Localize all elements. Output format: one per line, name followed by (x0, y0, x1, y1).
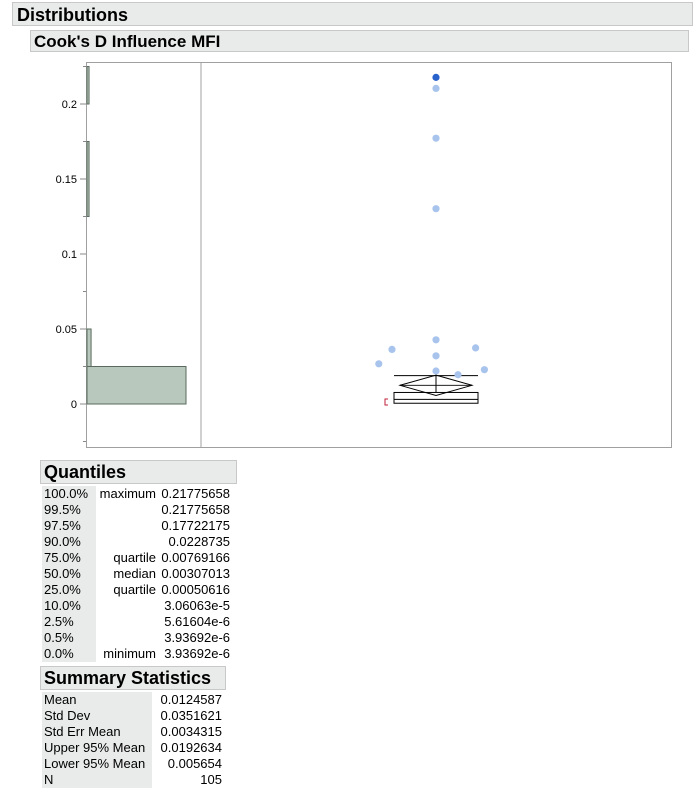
quantile-pct: 10.0% (42, 598, 96, 614)
histogram-bar (86, 366, 187, 405)
summary-label: Lower 95% Mean (42, 756, 152, 772)
quantile-value: 0.00769166 (161, 550, 230, 565)
quantile-row: 0.0% minimum 3.93692e-6 (42, 646, 230, 662)
quantile-row: 2.5% 5.61604e-6 (42, 614, 230, 630)
y-tick-label: 0 (71, 399, 77, 411)
y-tick-label: 0.2 (62, 99, 77, 111)
quantile-value: 0.00307013 (161, 566, 230, 581)
quantile-value: 0.00050616 (161, 582, 230, 597)
quantile-row: 10.0% 3.06063e-5 (42, 598, 230, 614)
data-point (480, 366, 488, 374)
quantile-value: 0.21775658 (161, 486, 230, 501)
quantile-value: 0.0228735 (168, 534, 230, 549)
data-point (432, 336, 440, 344)
summary-label: Std Dev (42, 708, 152, 724)
quantiles-table: 100.0% maximum 0.21775658 99.5% 0.21775658 97… (42, 486, 230, 662)
distributions-header[interactable]: Distributions (12, 2, 693, 26)
quantile-pct: 50.0% (42, 566, 96, 582)
summary-statistics-title: Summary Statistics (44, 668, 212, 688)
quantile-label (96, 534, 160, 550)
summary-value: 0.0034315 (160, 724, 222, 739)
quantile-value: 3.06063e-5 (164, 598, 230, 613)
summary-value: 105 (200, 772, 222, 787)
quantile-row: 90.0% 0.0228735 (42, 534, 230, 550)
quantile-pct: 97.5% (42, 518, 96, 534)
quantile-row: 97.5% 0.17722175 (42, 518, 230, 534)
summary-label: Upper 95% Mean (42, 740, 152, 756)
selected-data-point (432, 73, 440, 81)
quantile-row: 50.0% median 0.00307013 (42, 566, 230, 582)
data-point (375, 360, 383, 368)
quantile-label (96, 598, 160, 614)
quantile-pct: 100.0% (42, 486, 96, 502)
data-point (432, 367, 440, 375)
quantile-label (96, 502, 160, 518)
data-point (388, 345, 396, 353)
quantile-label: median (113, 566, 156, 581)
summary-label: Mean (42, 692, 152, 708)
y-tick-label: 0.1 (62, 249, 77, 261)
y-tick-label: 0.15 (56, 174, 77, 186)
quantile-pct: 2.5% (42, 614, 96, 630)
quantile-pct: 75.0% (42, 550, 96, 566)
summary-label: Std Err Mean (42, 724, 152, 740)
summary-row: Std Err Mean 0.0034315 (42, 724, 222, 740)
histogram-bar (86, 328, 92, 367)
quantile-pct: 99.5% (42, 502, 96, 518)
quantile-pct: 25.0% (42, 582, 96, 598)
quantile-label: quartile (113, 582, 156, 597)
summary-row: Std Dev 0.0351621 (42, 708, 222, 724)
summary-value: 0.0124587 (160, 692, 222, 707)
quantiles-header[interactable]: Quantiles (40, 460, 237, 484)
quantile-pct: 0.0% (42, 646, 96, 662)
summary-label: N (42, 772, 152, 788)
quantile-label: quartile (113, 550, 156, 565)
quantile-value: 5.61604e-6 (164, 614, 230, 629)
quantiles-title: Quantiles (44, 462, 127, 482)
quantile-pct: 90.0% (42, 534, 96, 550)
mean-diamond (398, 374, 474, 397)
report-title: Cook's D Influence MFI (34, 32, 221, 51)
summary-statistics-header[interactable]: Summary Statistics (40, 666, 226, 690)
summary-row: Mean 0.0124587 (42, 692, 222, 708)
quantile-value: 0.21775658 (161, 502, 230, 517)
quantile-pct: 0.5% (42, 630, 96, 646)
data-point (432, 84, 440, 92)
histogram-bar (86, 141, 90, 217)
quantile-row: 100.0% maximum 0.21775658 (42, 486, 230, 502)
histogram-bar (86, 66, 90, 105)
data-point (432, 205, 440, 213)
quantile-label (96, 518, 160, 534)
data-point (432, 134, 440, 142)
data-point (432, 352, 440, 360)
quantile-row: 75.0% quartile 0.00769166 (42, 550, 230, 566)
summary-statistics-table: Mean 0.0124587 Std Dev 0.0351621 Std Err Mea… (42, 692, 222, 788)
summary-value: 0.0192634 (160, 740, 222, 755)
summary-value: 0.0351621 (160, 708, 222, 723)
quantile-row: 0.5% 3.93692e-6 (42, 630, 230, 646)
summary-row: Upper 95% Mean 0.0192634 (42, 740, 222, 756)
summary-row: N 105 (42, 772, 222, 788)
shortest-half-bracket (384, 398, 388, 406)
quantile-label (96, 630, 160, 646)
box-iqr (393, 391, 479, 404)
y-tick-label: 0.05 (56, 324, 77, 336)
quantile-row: 99.5% 0.21775658 (42, 502, 230, 518)
summary-row: Lower 95% Mean 0.005654 (42, 756, 222, 772)
quantile-value: 3.93692e-6 (164, 630, 230, 645)
distribution-chart: 0.2 0.15 0.1 0.05 0 (56, 63, 488, 447)
data-point (472, 344, 480, 352)
summary-value: 0.005654 (167, 756, 222, 771)
quantile-value: 3.93692e-6 (164, 646, 230, 661)
quantile-label (96, 614, 160, 630)
quantile-label: minimum (103, 646, 156, 661)
quantile-value: 0.17722175 (161, 518, 230, 533)
quantile-label: maximum (99, 486, 156, 501)
distributions-title: Distributions (17, 5, 128, 25)
data-point (454, 371, 462, 379)
quantile-row: 25.0% quartile 0.00050616 (42, 582, 230, 598)
report-header[interactable]: Cook's D Influence MFI (30, 30, 689, 52)
